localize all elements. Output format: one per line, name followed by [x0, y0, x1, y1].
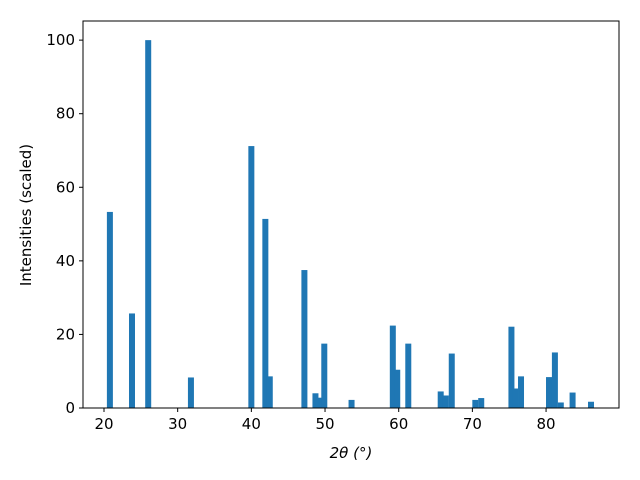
bar: [316, 397, 323, 408]
x-tick-label: 80: [537, 415, 556, 433]
bar: [262, 218, 269, 408]
y-tick-label: 0: [65, 399, 75, 417]
bar: [448, 353, 455, 408]
bar: [187, 377, 194, 408]
x-tick-label: 50: [315, 415, 334, 433]
bar: [518, 376, 525, 408]
bar: [312, 393, 319, 408]
bar: [569, 392, 576, 408]
bar: [442, 395, 449, 408]
bar: [106, 211, 113, 408]
bar: [321, 343, 328, 408]
y-tick-label: 40: [56, 252, 75, 270]
x-tick-label: 20: [94, 415, 113, 433]
y-tick-label: 20: [56, 325, 75, 343]
bar: [546, 377, 553, 408]
bar: [437, 391, 444, 408]
bar: [145, 40, 152, 409]
bar: [551, 352, 558, 408]
bar: [557, 402, 564, 408]
bar: [394, 369, 401, 408]
bar: [508, 326, 515, 408]
x-tick-label: 30: [168, 415, 187, 433]
y-tick-label: 80: [56, 105, 75, 123]
x-tick-label: 60: [389, 415, 408, 433]
bar: [266, 376, 273, 408]
bar: [472, 399, 479, 408]
bar: [588, 401, 595, 408]
x-tick-label: 70: [463, 415, 482, 433]
bar: [389, 325, 396, 408]
bar: [512, 388, 519, 408]
x-tick-label: 40: [242, 415, 261, 433]
plot-frame: [82, 20, 620, 409]
y-tick-label: 100: [46, 31, 75, 49]
y-axis-label: Intensities (scaled): [17, 144, 35, 286]
bar: [348, 399, 355, 408]
bar: [248, 146, 255, 408]
bar: [301, 270, 308, 408]
y-tick-label: 60: [56, 178, 75, 196]
x-axis-label: 2θ (°): [330, 444, 373, 462]
bar: [405, 343, 412, 408]
bar: [478, 398, 485, 408]
bar: [128, 313, 135, 408]
